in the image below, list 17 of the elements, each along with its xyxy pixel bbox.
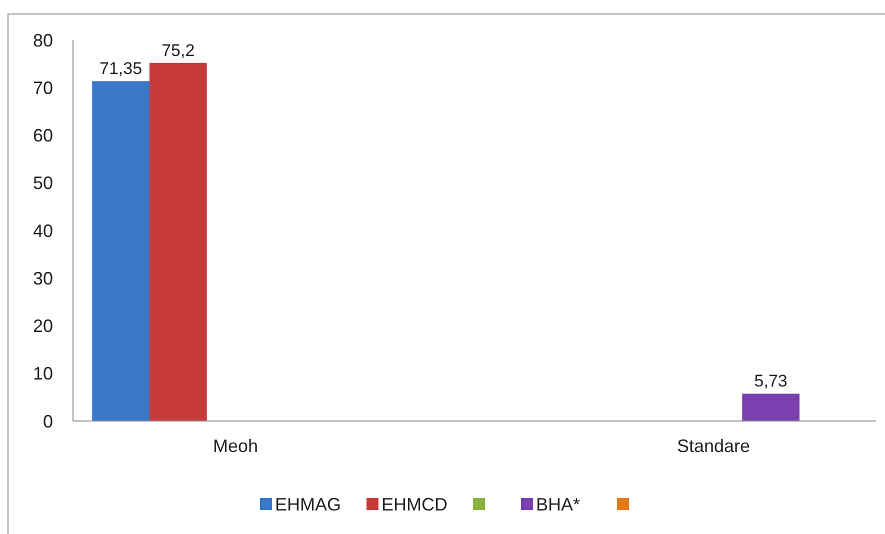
y-tick-label: 70 xyxy=(32,78,53,98)
x-tick-label: Meoh xyxy=(212,436,258,456)
y-tick-label: 30 xyxy=(32,268,53,288)
y-tick-label: 40 xyxy=(32,220,53,241)
y-tick-label: 20 xyxy=(32,316,53,336)
x-tick-label: Standare xyxy=(676,436,750,456)
data-label: 75,2 xyxy=(162,40,195,60)
legend-label: EHMCD xyxy=(382,494,448,514)
legend-label: EHMAG xyxy=(275,494,342,514)
y-tick-label: 50 xyxy=(32,173,53,194)
y-tick-label: 80 xyxy=(32,30,53,50)
data-label: 5,73 xyxy=(754,372,788,391)
legend-label: BHA* xyxy=(536,494,580,514)
y-tick-label: 0 xyxy=(42,411,53,432)
data-label: 71,35 xyxy=(100,59,142,78)
y-tick-label: 10 xyxy=(32,364,53,384)
y-tick-label: 60 xyxy=(32,126,53,146)
